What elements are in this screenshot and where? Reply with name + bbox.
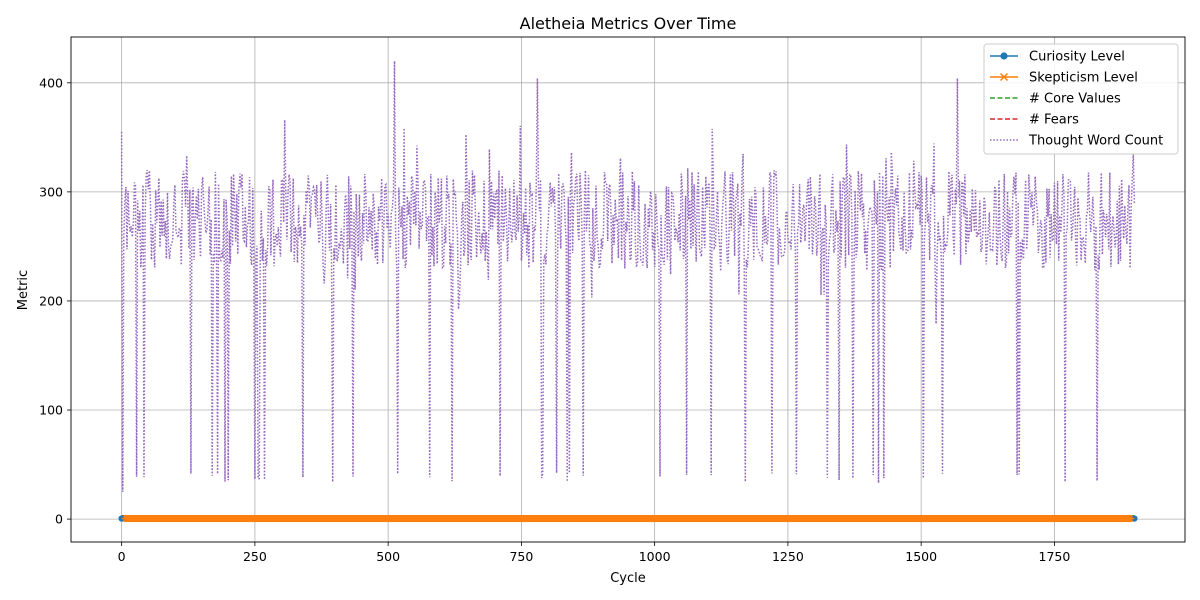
x-tick-label: 750 [509,549,533,564]
x-tick-label: 500 [376,549,400,564]
series-line-thought-word-count [120,60,1136,492]
y-tick-label: 100 [39,403,63,418]
x-tick-label: 1250 [772,549,804,564]
legend-label: # Fears [1029,113,1079,128]
legend: Curiosity Level Skepticism Level # Core Va… [983,43,1179,155]
y-axis-label: Metric [16,270,31,310]
series-marker-curiosity [1131,515,1138,522]
legend-label: Curiosity Level [1029,50,1125,65]
x-tick-label: 1000 [639,549,671,564]
series-layer [118,60,1138,523]
y-tick-label: 400 [39,75,63,90]
legend-box [983,43,1179,155]
plot-frame [70,36,1186,543]
legend-label: # Core Values [1029,92,1121,107]
y-tick-label: 0 [55,512,63,527]
y-axis: 0 100 200 300 400 [39,75,71,527]
x-axis: 0 250 500 750 1000 1250 1500 1750 [118,542,1071,564]
x-tick-label: 250 [243,549,267,564]
legend-entry: # Core Values [990,92,1121,107]
x-tick-label: 1750 [1039,549,1071,564]
legend-marker [999,72,1009,82]
legend-entry: # Fears [990,113,1079,128]
legend-label: Skepticism Level [1029,71,1138,86]
legend-entry: Skepticism Level [990,71,1138,86]
y-tick-label: 200 [39,293,63,308]
legend-entry: Curiosity Level [990,50,1125,65]
chart-title: Aletheia Metrics Over Time [520,14,737,33]
y-tick-label: 300 [39,184,63,199]
legend-marker [1000,52,1008,60]
x-axis-label: Cycle [610,571,646,586]
legend-entry: Thought Word Count [990,134,1163,149]
x-tick-label: 1500 [905,549,937,564]
legend-label: Thought Word Count [1028,134,1163,149]
x-tick-label: 0 [118,549,126,564]
